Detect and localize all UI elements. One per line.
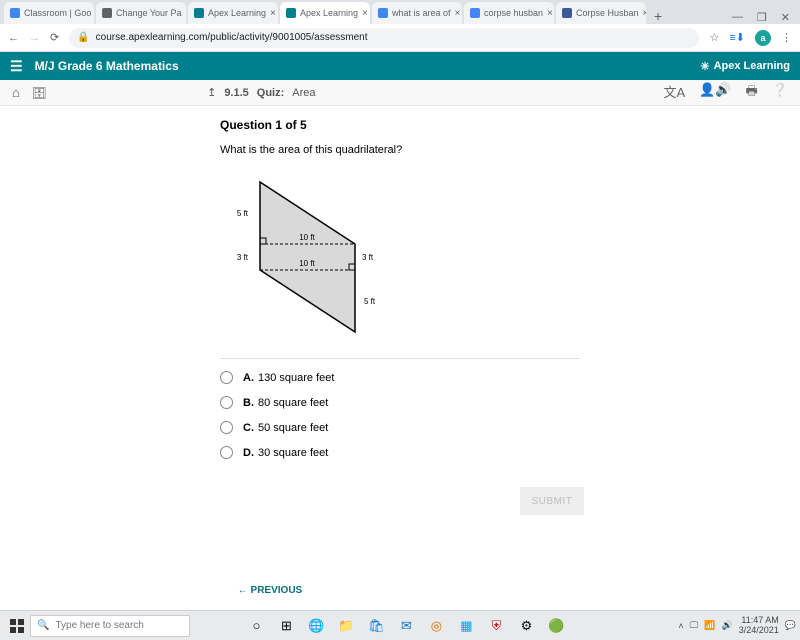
app-icon[interactable]: ▦ — [455, 615, 477, 637]
reload-icon[interactable]: ⟳ — [50, 31, 59, 44]
answer-choice[interactable]: B.80 square feet — [220, 396, 580, 409]
answer-choice[interactable]: D.30 square feet — [220, 446, 580, 459]
brand-logo: ✳ Apex Learning — [700, 60, 790, 73]
browser-tab[interactable]: Corpse Husban × — [556, 2, 646, 24]
close-icon[interactable]: × — [643, 8, 646, 19]
radio-icon[interactable] — [220, 396, 233, 409]
url-text: course.apexlearning.com/public/activity/… — [96, 32, 368, 43]
answer-choices: A.130 square feet B.80 square feet C.50 … — [220, 371, 580, 459]
tab-label: what is area of — [392, 8, 451, 18]
cortana-icon[interactable]: ○ — [245, 615, 267, 637]
forward-icon[interactable]: → — [29, 32, 40, 44]
tab-label: Corpse Husban — [576, 8, 639, 18]
tab-label: corpse husban — [484, 8, 543, 18]
previous-link[interactable]: ← PREVIOUS — [238, 585, 302, 596]
wifi-icon[interactable]: 📶 — [704, 620, 715, 631]
chrome-icon[interactable]: 🟢 — [545, 615, 567, 637]
svg-text:3 ft: 3 ft — [237, 253, 249, 262]
activity-toolbar: ⌂ 🗄 ↥ 9.1.5 Quiz: Area 文A 👤🔊 🖶 ❔ — [0, 80, 800, 106]
radio-icon[interactable] — [220, 421, 233, 434]
close-icon[interactable]: × — [362, 8, 368, 19]
help-icon[interactable]: ❔ — [772, 82, 788, 104]
new-tab-button[interactable]: + — [648, 8, 668, 24]
tab-label: Classroom | Goo — [24, 8, 91, 18]
browser-tab[interactable]: Apex Learning × — [188, 2, 278, 24]
tab-label: Apex Learning — [208, 8, 266, 18]
question-prompt: What is the area of this quadrilateral? — [220, 144, 580, 156]
radio-icon[interactable] — [220, 446, 233, 459]
browser-tab[interactable]: Classroom | Goo× — [4, 2, 94, 24]
submit-button[interactable]: SUBMIT — [520, 487, 584, 515]
svg-text:5 ft: 5 ft — [364, 297, 376, 306]
window-max-icon[interactable]: ❐ — [757, 11, 767, 24]
hamburger-icon[interactable]: ☰ — [10, 58, 23, 75]
reader-icon[interactable]: ≡⬇ — [729, 31, 745, 44]
store-icon[interactable]: 🛍 — [365, 615, 387, 637]
system-tray[interactable]: ˄ 🖵 📶 🔊 11:47 AM 3/24/2021 💬 — [678, 616, 796, 636]
radio-icon[interactable] — [220, 371, 233, 384]
app-icon[interactable]: ◎ — [425, 615, 447, 637]
start-button[interactable] — [4, 615, 30, 637]
home-icon[interactable]: ⌂ — [12, 85, 20, 100]
svg-text:3 ft: 3 ft — [362, 253, 374, 262]
brand-text: Apex Learning — [714, 60, 790, 72]
breadcrumb: ↥ 9.1.5 Quiz: Area — [207, 86, 315, 99]
battery-icon[interactable]: 🖵 — [690, 620, 699, 631]
close-icon[interactable]: × — [547, 8, 553, 19]
profile-avatar[interactable]: a — [755, 30, 771, 46]
explorer-icon[interactable]: 📁 — [335, 615, 357, 637]
search-icon: 🔍 — [37, 620, 49, 631]
translate-icon[interactable]: 文A — [663, 82, 685, 104]
course-title: M/J Grade 6 Mathematics — [35, 59, 179, 73]
taskview-icon[interactable]: ⊞ — [275, 615, 297, 637]
browser-tab[interactable]: corpse husban × — [464, 2, 554, 24]
print-icon[interactable]: 🖶 — [746, 82, 758, 104]
star-icon[interactable]: ☆ — [709, 31, 719, 44]
chevron-up-icon[interactable]: ˄ — [678, 621, 683, 631]
window-close-icon[interactable]: ✕ — [781, 11, 790, 24]
search-placeholder: Type here to search — [55, 620, 143, 631]
browser-tab[interactable]: Apex Learning × — [280, 2, 370, 24]
settings-icon[interactable]: ⚙ — [515, 615, 537, 637]
windows-taskbar: 🔍 Type here to search ○ ⊞ 🌐 📁 🛍 ✉ ◎ ▦ ⛨ … — [0, 610, 800, 640]
window-min-icon[interactable]: — — [732, 11, 743, 24]
browser-toolbar: ← → ⟳ 🔒 course.apexlearning.com/public/a… — [0, 24, 800, 52]
volume-icon[interactable]: 🔊 — [721, 620, 732, 631]
browser-tab[interactable]: Change Your Pa× — [96, 2, 186, 24]
question-figure: 5 ft 3 ft 3 ft 10 ft 10 ft 5 ft — [230, 172, 390, 342]
menu-icon[interactable]: ⋮ — [781, 31, 792, 44]
svg-text:10 ft: 10 ft — [299, 233, 315, 242]
up-icon[interactable]: ↥ — [207, 86, 216, 99]
clock-date: 3/24/2021 — [739, 626, 779, 636]
lock-icon: 🔒 — [77, 32, 89, 43]
close-icon[interactable]: × — [270, 8, 276, 19]
svg-text:5 ft: 5 ft — [237, 209, 249, 218]
question-number: Question 1 of 5 — [220, 118, 580, 132]
browser-tab-strip: Classroom | Goo× Change Your Pa× Apex Le… — [0, 0, 800, 24]
taskbar-search[interactable]: 🔍 Type here to search — [30, 615, 190, 637]
crumb-kind: Quiz: — [257, 87, 285, 99]
answer-choice[interactable]: A.130 square feet — [220, 371, 580, 384]
tab-label: Change Your Pa — [116, 8, 182, 18]
divider — [220, 358, 580, 359]
svg-text:10 ft: 10 ft — [299, 259, 315, 268]
briefcase-icon[interactable]: 🗄 — [32, 86, 47, 100]
answer-choice[interactable]: C.50 square feet — [220, 421, 580, 434]
tab-label: Apex Learning — [300, 8, 358, 18]
close-icon[interactable]: × — [455, 8, 461, 19]
brand-icon: ✳ — [700, 60, 709, 73]
browser-tab[interactable]: what is area of × — [372, 2, 462, 24]
address-bar[interactable]: 🔒 course.apexlearning.com/public/activit… — [69, 28, 699, 48]
course-header: ☰ M/J Grade 6 Mathematics ✳ Apex Learnin… — [0, 52, 800, 80]
crumb-code: 9.1.5 — [224, 87, 248, 99]
mail-icon[interactable]: ✉ — [395, 615, 417, 637]
mcafee-icon[interactable]: ⛨ — [485, 615, 507, 637]
clock[interactable]: 11:47 AM 3/24/2021 — [739, 616, 779, 636]
back-icon[interactable]: ← — [8, 32, 19, 44]
crumb-name: Area — [292, 87, 315, 99]
notifications-icon[interactable]: 💬 — [785, 620, 796, 631]
edge-icon[interactable]: 🌐 — [305, 615, 327, 637]
audio-icon[interactable]: 👤🔊 — [699, 82, 731, 104]
content-area: Question 1 of 5 What is the area of this… — [0, 106, 800, 610]
